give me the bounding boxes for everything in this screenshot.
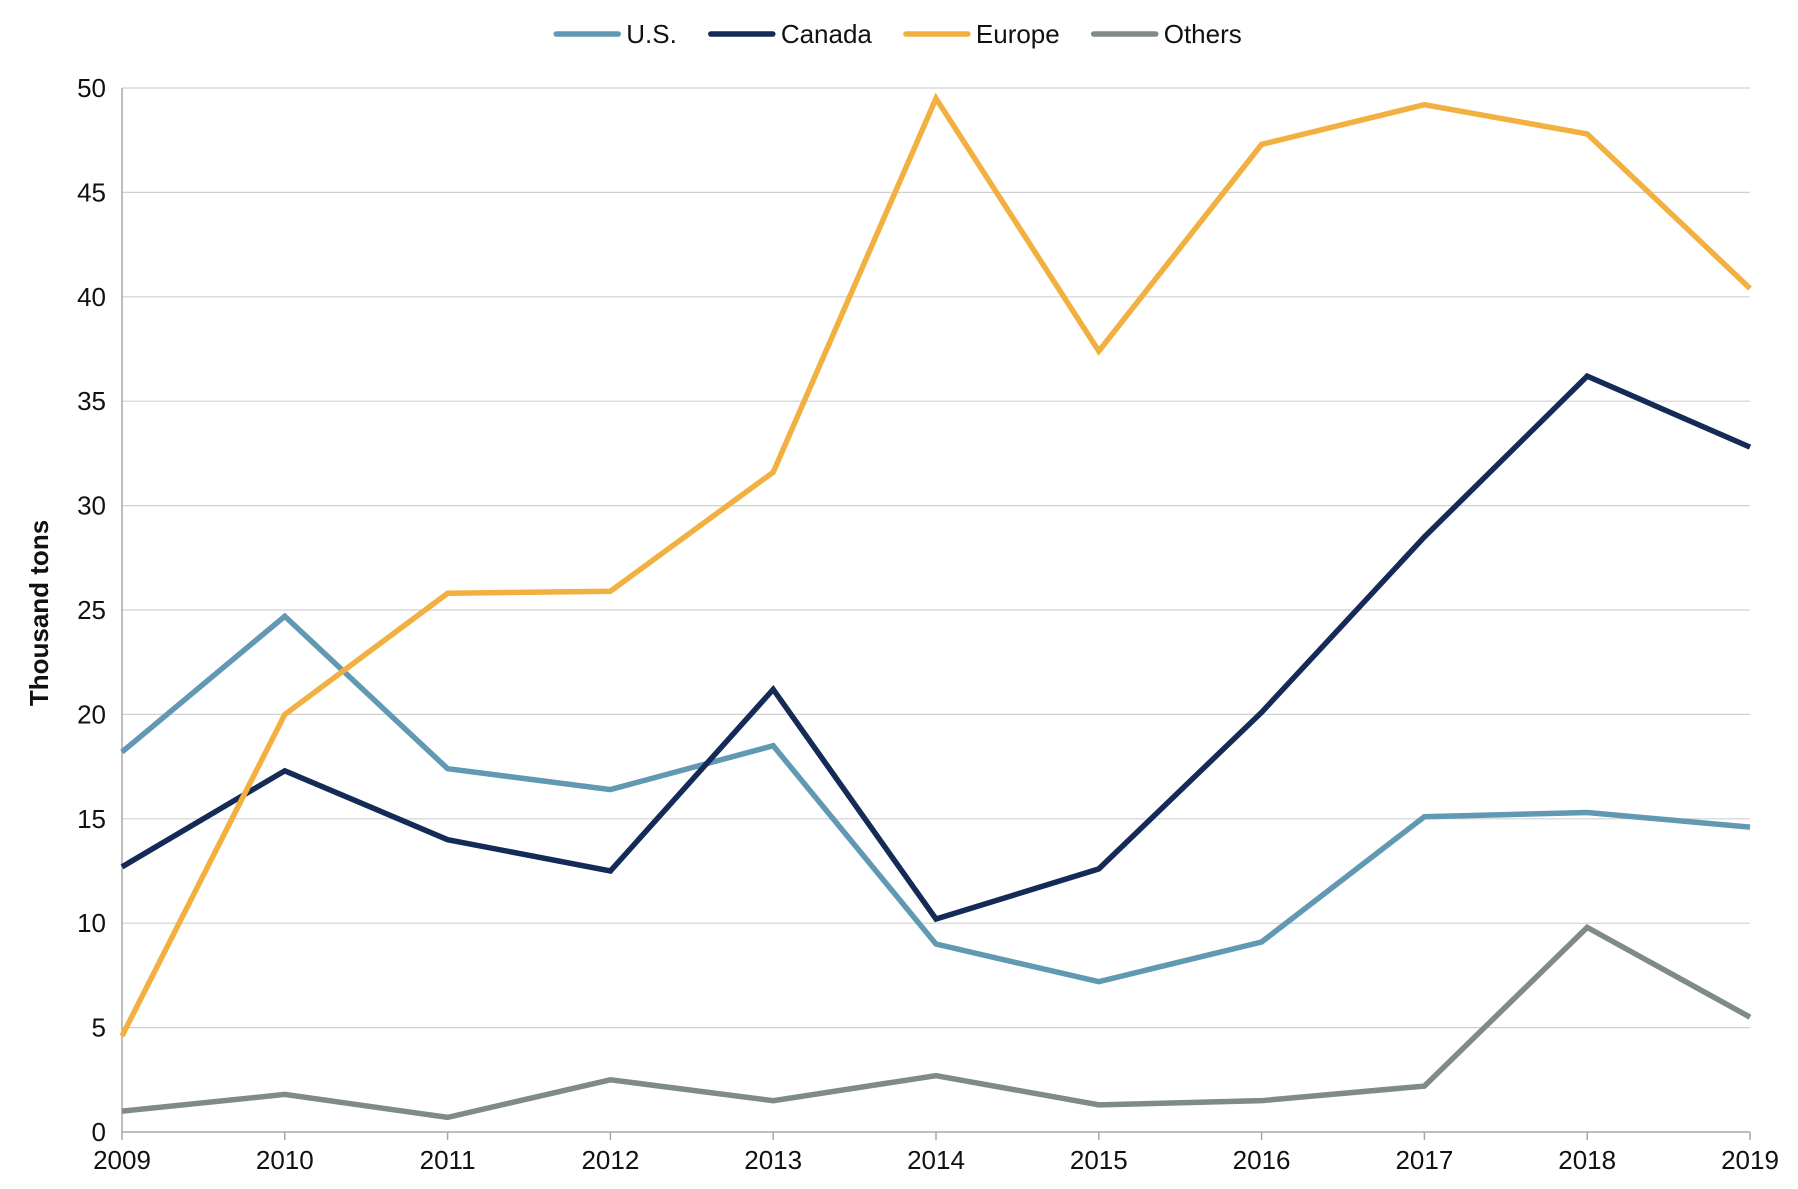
legend-item-canada: Canada (708, 19, 873, 49)
legend-label: Canada (781, 19, 873, 49)
y-tick-label: 45 (77, 177, 106, 207)
legend-label: Others (1164, 19, 1242, 49)
series-line-u-s (120, 612, 1751, 985)
x-tick-label: 2009 (93, 1145, 151, 1175)
legend: U.S. Canada Europe Others (553, 19, 1242, 49)
y-tick-label: 25 (77, 595, 106, 625)
x-tick-label: 2017 (1395, 1145, 1453, 1175)
series-lines (119, 92, 1752, 1121)
x-tick-label: 2014 (907, 1145, 965, 1175)
x-tick-label: 2012 (581, 1145, 639, 1175)
x-tick-label: 2016 (1233, 1145, 1291, 1175)
series-line-europe (119, 92, 1752, 1038)
x-tick-label: 2018 (1558, 1145, 1616, 1175)
y-tick-label: 40 (77, 282, 106, 312)
x-tick-label: 2015 (1070, 1145, 1128, 1175)
legend-item-others: Others (1090, 19, 1242, 49)
y-tick-label: 0 (92, 1117, 106, 1147)
legend-item-u-s: U.S. (553, 19, 677, 49)
x-tick-label: 2010 (256, 1145, 314, 1175)
x-tick-label: 2019 (1721, 1145, 1779, 1175)
y-tick-label: 5 (92, 1013, 106, 1043)
y-tick-label: 10 (77, 908, 106, 938)
legend-label: U.S. (626, 19, 677, 49)
x-tick-label: 2013 (744, 1145, 802, 1175)
y-tick-label: 35 (77, 386, 106, 416)
y-tick-label: 20 (77, 699, 106, 729)
legend-item-europe: Europe (903, 19, 1060, 49)
legend-label: Europe (976, 19, 1060, 49)
y-tick-label: 50 (77, 73, 106, 103)
gridlines (122, 87, 1750, 1029)
series-line-canada (120, 372, 1752, 923)
series-line-others (121, 923, 1752, 1121)
x-tick-label: 2011 (420, 1145, 476, 1175)
y-tick-label: 15 (77, 804, 106, 834)
y-axis-label: Thousand tons (24, 520, 54, 706)
axes: 0 5 10 15 20 25 30 35 40 45 50 2009 2010 2011 2012 2013… (77, 73, 1779, 1175)
y-tick-label: 30 (77, 491, 106, 521)
